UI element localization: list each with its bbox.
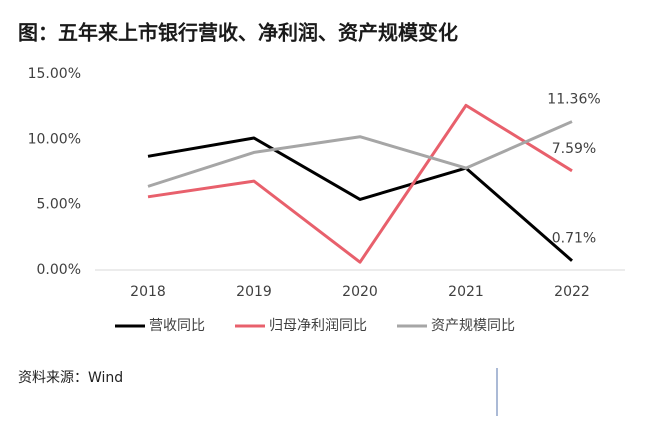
x-tick-label: 2018 — [130, 284, 166, 300]
legend-label: 资产规模同比 — [431, 318, 515, 334]
y-tick-label: 15.00% — [28, 66, 81, 82]
legend-label: 营收同比 — [149, 318, 205, 334]
data-label: 11.36% — [547, 92, 600, 108]
chart-title: 图：五年来上市银行营收、净利润、资产规模变化 — [18, 21, 458, 45]
x-tick-label: 2020 — [342, 284, 378, 300]
series-line — [147, 103, 573, 264]
x-tick-label: 2019 — [236, 284, 272, 300]
series-line — [147, 136, 573, 262]
y-tick-label: 5.00% — [37, 197, 81, 213]
data-label: 7.59% — [552, 141, 596, 157]
source: 资料来源：Wind — [18, 370, 123, 386]
y-tick-label: 0.00% — [37, 262, 81, 278]
legend-label: 归母净利润同比 — [269, 317, 367, 334]
series-line — [147, 120, 573, 188]
x-tick-label: 2021 — [448, 284, 484, 300]
x-tick-label: 2022 — [554, 284, 590, 300]
y-tick-label: 10.00% — [28, 131, 81, 147]
data-label: 0.71% — [552, 231, 596, 247]
